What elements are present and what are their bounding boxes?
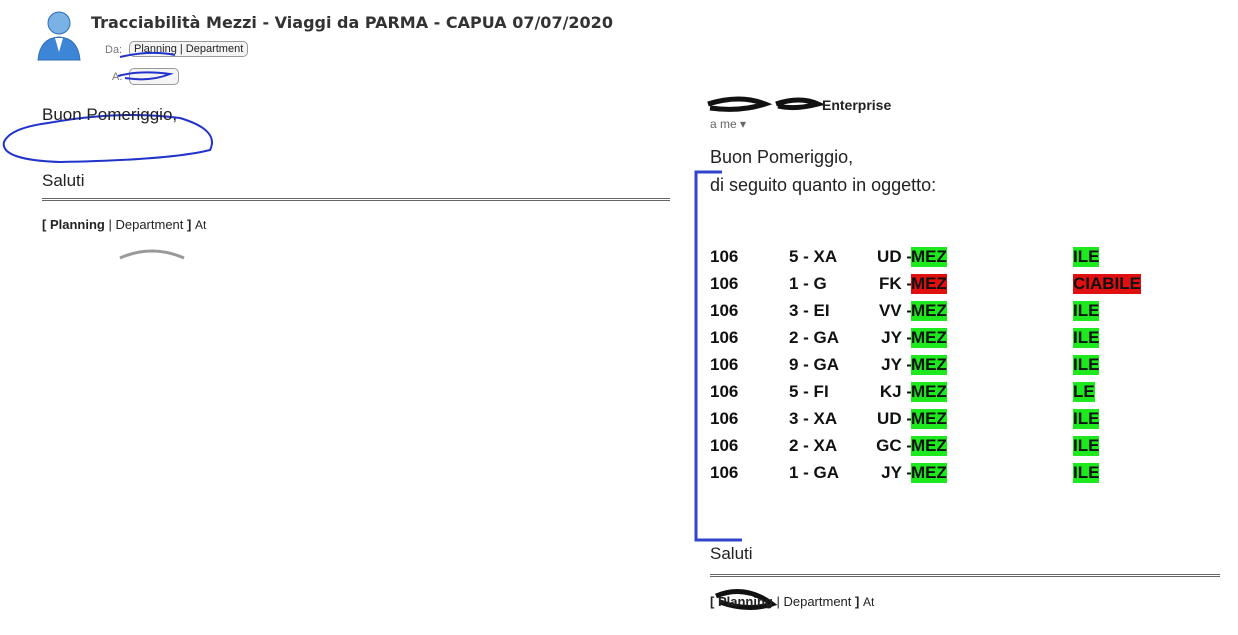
signature: [ Planning | Department ] At [42, 217, 206, 232]
sig-at: At [863, 595, 875, 609]
status-end: ILE [1073, 409, 1100, 429]
code: 106 [710, 328, 739, 347]
recipient-text: a me [710, 117, 737, 131]
code: 106 [710, 301, 739, 320]
bracket: [ [42, 217, 47, 232]
status-end: ILE [1073, 301, 1100, 321]
plate: 1 - GA [789, 463, 840, 482]
plate: 3 - XA [789, 409, 838, 428]
signature: [ Planning | Department ] At [710, 594, 874, 609]
row: 106 3 - XA UD - MEZ ILE [710, 409, 1170, 431]
row: 106 1 - G FK - MEZ CIABILE [710, 274, 1170, 296]
greeting: Buon Pomeriggio, [710, 147, 854, 167]
status-end: ILE [1073, 247, 1100, 267]
code: 106 [710, 274, 739, 293]
sig-name: Planning [49, 217, 105, 232]
status-start: MEZ [911, 247, 947, 267]
suffix: FK - [878, 274, 912, 293]
suffix: VV - [878, 301, 912, 320]
row: 106 2 - GA JY - MEZ ILE [710, 328, 1170, 350]
sig-name: Planning [717, 594, 773, 609]
greeting: Buon Pomeriggio, [42, 105, 178, 124]
row: 106 5 - XA UD - MEZ ILE [710, 247, 1170, 269]
avatar-icon [37, 11, 81, 61]
code: 106 [710, 463, 739, 482]
suffix: JY - [881, 355, 912, 374]
bracket: ] [187, 217, 192, 232]
plate: 9 - GA [789, 355, 840, 374]
status-start: MEZ [911, 301, 947, 321]
separator [710, 574, 1220, 577]
separator [42, 198, 670, 201]
status-start: MEZ [911, 463, 947, 483]
status-end: ILE [1073, 328, 1100, 348]
suffix: KJ - [879, 382, 912, 401]
bracket: [ [710, 594, 715, 609]
recipient[interactable]: a me ▾ [710, 117, 747, 131]
plate: 2 - XA [789, 436, 838, 455]
suffix: JY - [881, 463, 912, 482]
code: 106 [710, 409, 739, 428]
status-start: MEZ [911, 274, 947, 294]
code: 106 [710, 436, 739, 455]
status-end: ILE [1073, 463, 1100, 483]
sig-at: At [195, 218, 207, 232]
subject: Tracciabilità Mezzi - Viaggi da PARMA - … [91, 13, 613, 32]
status-start: MEZ [911, 382, 947, 402]
sig-dept: | Department [108, 217, 184, 232]
status-end: CIABILE [1073, 274, 1141, 294]
status-end: LE [1073, 382, 1095, 402]
status-start: MEZ [911, 409, 947, 429]
plate: 5 - FI [789, 382, 829, 401]
status-start: MEZ [911, 355, 947, 375]
suffix: UD - [877, 409, 912, 428]
code: 106 [710, 355, 739, 374]
plate: 1 - G [789, 274, 827, 293]
status-end: ILE [1073, 355, 1100, 375]
status-start: MEZ [911, 436, 947, 456]
sig-dept: | Department [776, 594, 852, 609]
code: 106 [710, 382, 739, 401]
status-end: ILE [1073, 436, 1100, 456]
row: 106 9 - GA JY - MEZ ILE [710, 355, 1170, 377]
bracket: ] [855, 594, 860, 609]
suffix: JY - [881, 328, 912, 347]
closing: Saluti [42, 171, 85, 190]
code: 106 [710, 247, 739, 266]
plate: 5 - XA [789, 247, 838, 266]
row: 106 1 - GA JY - MEZ ILE [710, 463, 1170, 485]
row: 106 5 - FI KJ - MEZ LE [710, 382, 1170, 404]
row: 106 2 - XA GC - MEZ ILE [710, 436, 1170, 458]
plate: 3 - EI [789, 301, 830, 320]
plate: 2 - GA [789, 328, 840, 347]
from-label: Da: [105, 44, 123, 56]
intro: di seguito quanto in oggetto: [710, 175, 937, 195]
row: 106 3 - EI VV - MEZ ILE [710, 301, 1170, 323]
closing: Saluti [710, 544, 753, 563]
status-start: MEZ [911, 328, 947, 348]
to-label: A: [112, 71, 123, 83]
sender: Enterprise [822, 97, 892, 113]
suffix: GC - [876, 436, 912, 455]
suffix: UD - [877, 247, 912, 266]
